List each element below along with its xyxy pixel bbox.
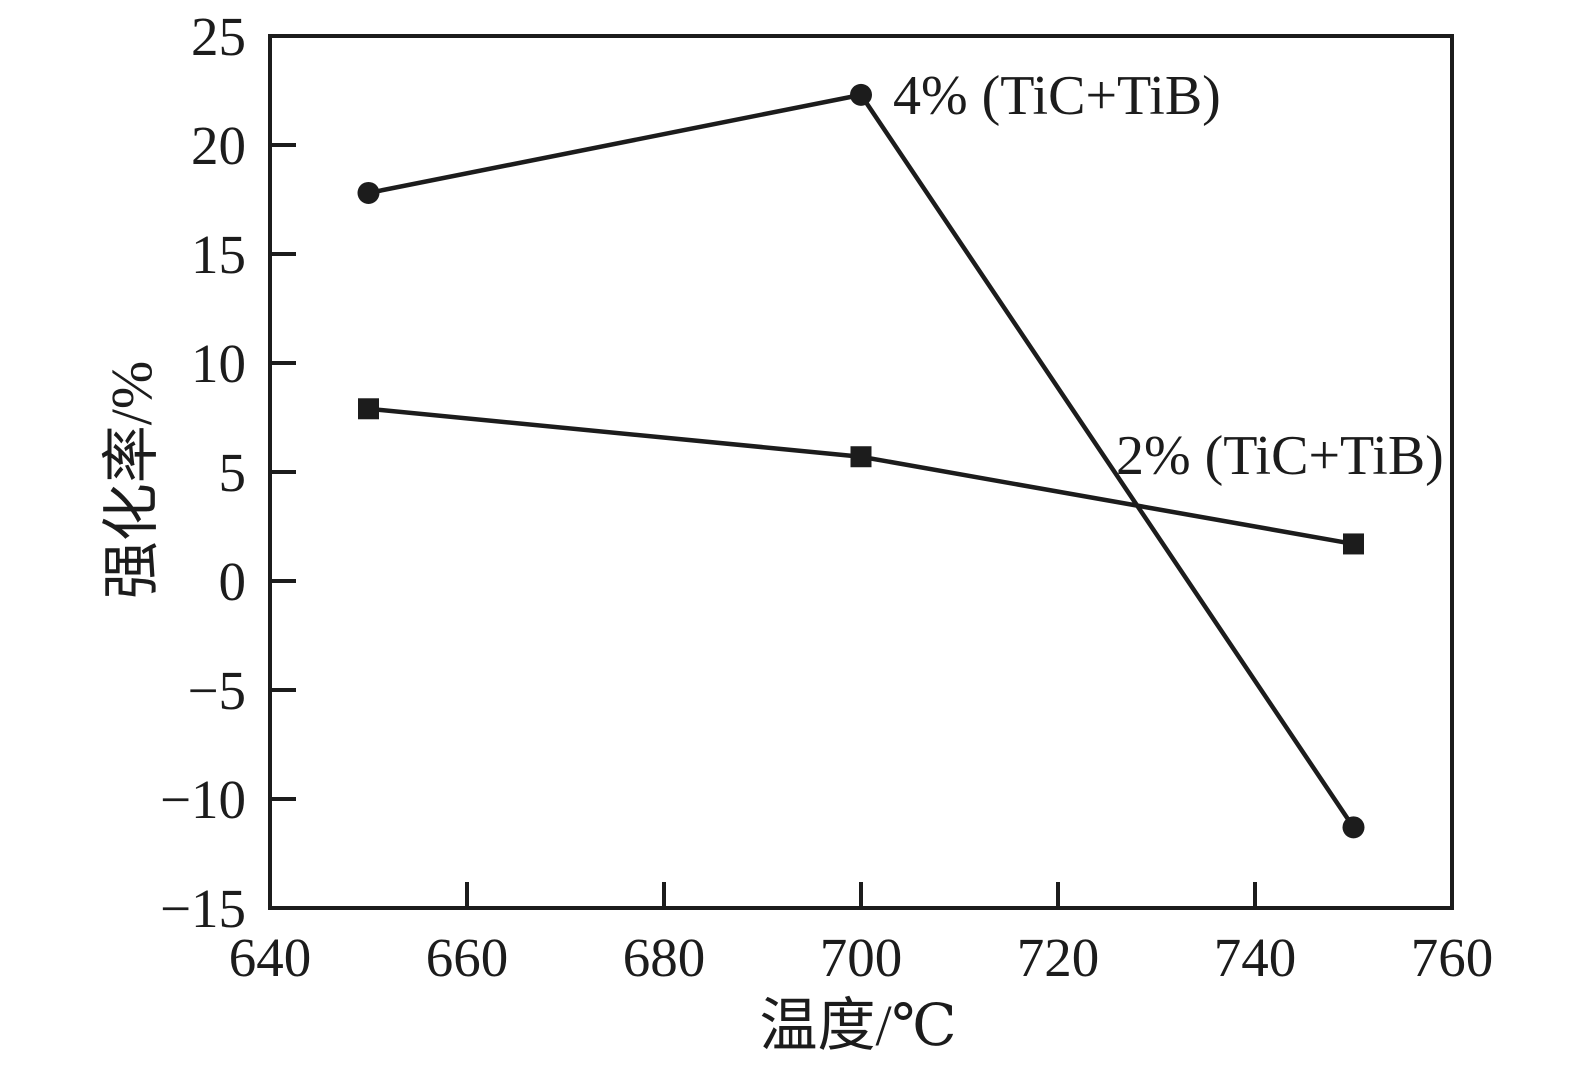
x-axis-tick-label: 760 — [1411, 927, 1494, 988]
y-axis-tick-label: 25 — [191, 6, 246, 67]
data-point-circle — [357, 181, 380, 204]
y-axis-tick-label: 10 — [191, 333, 246, 394]
y-axis-tick-label: −5 — [187, 660, 246, 721]
y-axis-tick-label: 20 — [191, 115, 246, 176]
y-axis-title: 强化率/% — [99, 360, 164, 600]
series-label-2pct: 2% (TiC+TiB) — [1116, 425, 1444, 487]
data-point-circle — [850, 83, 872, 106]
y-axis-tick-label: 15 — [191, 224, 246, 285]
y-axis-tick-label: −15 — [160, 878, 246, 939]
y-axis-tick-label: 0 — [219, 551, 247, 612]
x-axis-tick-label: 660 — [426, 927, 509, 988]
y-axis-tick-label: 5 — [219, 442, 247, 503]
data-point-square — [1343, 533, 1364, 555]
x-axis-tick-label: 640 — [229, 927, 312, 988]
data-point-square — [358, 398, 379, 420]
x-axis-title: 温度/℃ — [759, 993, 957, 1058]
x-axis-tick-label: 740 — [1214, 927, 1297, 988]
x-axis-tick-label: 680 — [623, 927, 706, 988]
x-axis-tick-label: 700 — [820, 927, 903, 988]
plot-frame — [268, 34, 1454, 910]
x-axis-tick-label: 720 — [1017, 927, 1100, 988]
series-label-4pct: 4% (TiC+TiB) — [893, 65, 1221, 127]
data-point-square — [850, 446, 872, 468]
y-axis-tick-label: −10 — [160, 769, 246, 830]
data-point-circle — [1342, 816, 1365, 839]
